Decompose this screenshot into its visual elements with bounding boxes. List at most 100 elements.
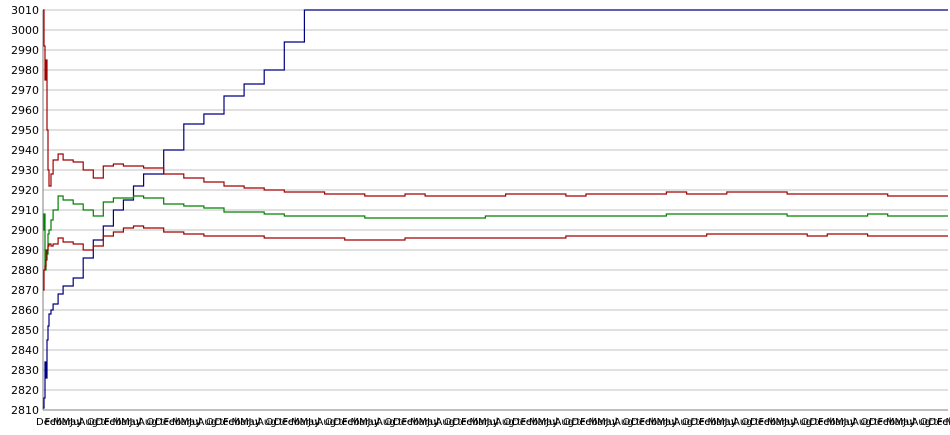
series-line-1 [43,9,948,409]
x-tick-label: Feb [699,417,717,428]
x-tick-label: Aug [555,417,575,428]
x-tick-label: May [716,417,737,428]
y-tick-label: 2840 [11,344,39,357]
x-axis: DecFebMarMayJulAugOctDecFebMarMayJulAugO… [36,409,950,428]
gridlines [43,9,948,411]
x-tick-label: Jul [783,417,796,428]
y-tick-label: 2850 [11,324,39,337]
x-tick-label: Oct [801,417,818,428]
x-tick-label: Mar [172,417,192,428]
x-tick-label: May [597,417,618,428]
x-tick-label: May [478,417,499,428]
x-tick-label: Jul [367,417,380,428]
x-tick-label: Oct [266,417,283,428]
x-tick-label: Feb [640,417,658,428]
x-tick-label: Dec [96,417,115,428]
x-tick-label: Mar [708,417,728,428]
x-tick-label: Aug [79,417,99,428]
y-tick-label: 2950 [11,124,39,137]
x-tick-label: Feb [818,417,836,428]
y-axis: 2810 2820 2830 2840 2850 2860 2870 2880 2890 2900… [11,4,44,417]
x-tick-label: Feb [164,417,182,428]
x-tick-label: Mar [946,417,950,428]
x-tick-label: Jul [129,417,142,428]
x-tick-label: Jul [902,417,915,428]
x-tick-label: Feb [878,417,896,428]
x-tick-label: May [300,417,321,428]
x-tick-label: May [538,417,559,428]
x-tick-label: Feb [937,417,950,428]
x-tick-label: Mar [529,417,549,428]
x-tick-label: Dec [215,417,234,428]
x-tick-label: May [240,417,261,428]
x-tick-label: Aug [733,417,753,428]
x-tick-label: Feb [104,417,122,428]
x-tick-label: Aug [912,417,932,428]
x-tick-label: Mar [351,417,371,428]
x-tick-label: Jul [605,417,618,428]
y-tick-label: 2890 [11,244,39,257]
x-tick-label: Mar [291,417,311,428]
x-tick-label: Mar [113,417,133,428]
x-tick-label: Aug [257,417,277,428]
x-tick-label: Mar [648,417,668,428]
x-tick-label: Feb [283,417,301,428]
x-tick-label: Dec [929,417,948,428]
x-tick-label: Aug [436,417,456,428]
x-tick-label: Aug [317,417,337,428]
x-tick-label: Jul [426,417,439,428]
y-tick-label: 2970 [11,84,39,97]
x-tick-label: Aug [138,417,158,428]
x-tick-label: Oct [504,417,521,428]
series-line-2 [43,9,948,197]
x-tick-label: Jul [545,417,558,428]
x-tick-label: Feb [342,417,360,428]
x-tick-label: Oct [206,417,223,428]
x-tick-label: Aug [376,417,396,428]
x-tick-label: May [62,417,83,428]
x-tick-label: Oct [325,417,342,428]
x-tick-label: Aug [852,417,872,428]
x-tick-label: Dec [334,417,353,428]
x-tick-label: Oct [861,417,878,428]
x-tick-label: Feb [223,417,241,428]
x-tick-label: Jul [724,417,737,428]
x-tick-label: Aug [793,417,813,428]
x-tick-label: Dec [631,417,650,428]
x-tick-label: Mar [53,417,73,428]
y-tick-label: 2870 [11,284,39,297]
x-tick-label: Feb [45,417,63,428]
x-tick-label: Feb [521,417,539,428]
x-tick-label: Oct [742,417,759,428]
x-tick-label: Oct [920,417,937,428]
x-tick-label: Mar [410,417,430,428]
x-tick-label: Jul [664,417,677,428]
x-tick-label: Mar [767,417,787,428]
x-tick-label: Dec [512,417,531,428]
x-tick-label: May [121,417,142,428]
y-tick-label: 2900 [11,224,39,237]
x-tick-label: Mar [589,417,609,428]
y-tick-label: 2920 [11,184,39,197]
x-tick-label: Feb [402,417,420,428]
x-tick-label: Oct [682,417,699,428]
x-tick-label: Dec [691,417,710,428]
y-tick-label: 2820 [11,384,39,397]
x-tick-label: May [776,417,797,428]
x-tick-label: May [181,417,202,428]
x-tick-label: Dec [810,417,829,428]
x-tick-label: Dec [750,417,769,428]
x-tick-label: Dec [155,417,174,428]
series-line-4 [43,225,948,291]
y-tick-label: 2880 [11,264,39,277]
x-tick-label: May [657,417,678,428]
x-tick-label: Mar [886,417,906,428]
x-tick-label: Aug [614,417,634,428]
x-tick-label: Jul [307,417,320,428]
series-group [43,9,948,409]
y-tick-label: 2980 [11,64,39,77]
y-tick-label: 3000 [11,24,39,37]
y-tick-label: 2960 [11,104,39,117]
x-tick-label: Mar [470,417,490,428]
